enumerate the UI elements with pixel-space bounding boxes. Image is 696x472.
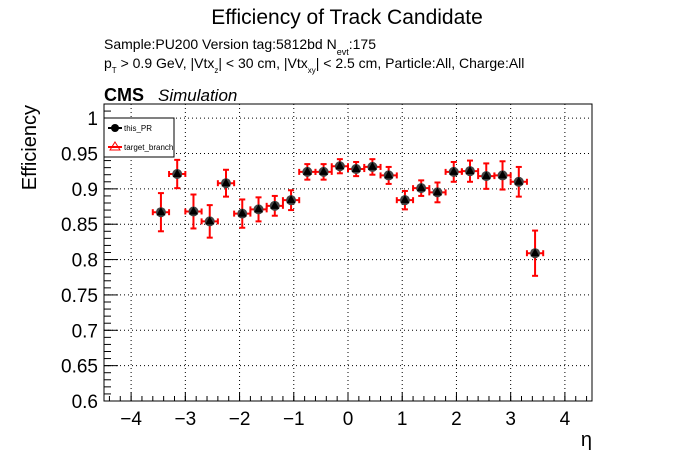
y-tick-label: 0.95: [61, 145, 98, 166]
data-point: [379, 165, 398, 185]
data-point: [525, 229, 545, 277]
target-branch-marker: [384, 170, 394, 179]
legend-marker-target-branch: [108, 141, 122, 151]
x-tick-label: 3: [505, 409, 516, 430]
data-points: [151, 158, 545, 277]
data-point: [509, 165, 528, 198]
target-branch-marker: [498, 170, 508, 179]
data-point: [444, 160, 463, 183]
x-tick-label: 4: [560, 409, 571, 430]
legend-label-target-branch: target_branch: [124, 143, 173, 152]
y-axis-label: Efficiency: [19, 105, 41, 190]
target-branch-marker: [286, 195, 296, 204]
target-branch-marker: [351, 164, 361, 173]
chart-title: Efficiency of Track Candidate: [211, 6, 483, 29]
data-point: [412, 179, 431, 197]
target-branch-marker: [481, 171, 491, 180]
target-branch-marker: [416, 183, 426, 192]
simulation-label: Simulation: [158, 86, 237, 105]
data-point: [330, 158, 349, 175]
plot-frame: [103, 103, 593, 402]
y-tick-label: 0.85: [61, 215, 98, 236]
data-point: [477, 162, 496, 190]
target-branch-marker: [302, 166, 312, 175]
data-point: [395, 189, 415, 211]
legend-marker-this-pr: [108, 124, 122, 132]
data-point: [216, 168, 236, 198]
sample-info: Sample:PU200 Version tag:5812bd Nevt:175: [104, 36, 376, 57]
y-tick-label: 0.6: [72, 392, 98, 413]
target-branch-marker: [188, 206, 198, 215]
data-point: [249, 196, 268, 223]
y-tick-label: 1: [87, 109, 98, 130]
legend-label-this-pr: this_PR: [124, 124, 152, 133]
target-branch-marker: [465, 166, 475, 175]
x-tick-label: −3: [174, 409, 196, 430]
data-point: [428, 181, 447, 204]
data-point: [200, 204, 219, 239]
data-point: [314, 163, 333, 181]
target-branch-marker: [432, 187, 442, 196]
target-branch-marker: [205, 216, 215, 225]
cms-label: CMS: [104, 85, 144, 105]
data-point: [493, 160, 512, 191]
target-branch-marker: [530, 248, 540, 257]
data-point: [265, 194, 284, 217]
y-tick-label: 0.7: [72, 321, 98, 342]
y-tick-label: 0.65: [61, 357, 98, 378]
target-branch-marker: [254, 204, 264, 213]
x-tick-label: 2: [451, 409, 462, 430]
x-tick-label: 1: [397, 409, 408, 430]
target-branch-marker: [335, 161, 345, 170]
target-branch-marker: [449, 166, 459, 175]
data-point: [233, 198, 252, 229]
target-branch-marker: [367, 161, 377, 170]
grid: [104, 104, 592, 401]
data-point: [460, 159, 480, 183]
target-branch-marker: [319, 166, 329, 175]
target-branch-marker: [514, 176, 524, 185]
y-tick-label: 0.75: [61, 286, 98, 307]
data-point: [347, 160, 366, 178]
target-branch-marker: [156, 207, 166, 216]
axes: −4 −3 −2 −1 0 1 2 3 4 0.6 0.65 0.7 0.75 0.8 0.85 0.9 0.9…: [61, 109, 588, 430]
x-axis-label: η: [581, 429, 592, 451]
y-tick-label: 0.9: [72, 180, 98, 201]
data-point: [298, 163, 317, 181]
x-tick-label: −1: [283, 409, 305, 430]
target-branch-marker: [270, 200, 280, 209]
data-point: [151, 192, 171, 233]
legend: this_PR target_branch: [103, 117, 175, 158]
x-tick-label: −4: [120, 409, 142, 430]
data-point: [281, 189, 301, 212]
x-tick-label: −2: [229, 409, 251, 430]
data-point: [363, 158, 382, 176]
y-tick-label: 0.8: [72, 251, 98, 272]
data-point: [168, 158, 187, 190]
target-branch-marker: [172, 169, 182, 178]
x-tick-label: 0: [343, 409, 354, 430]
selection-cuts: pT > 0.9 GeV, |Vtxz| < 30 cm, |Vtxxy| < …: [104, 55, 524, 75]
target-branch-marker: [221, 178, 231, 187]
data-point: [184, 193, 203, 230]
target-branch-marker: [400, 195, 410, 204]
target-branch-marker: [237, 208, 247, 217]
